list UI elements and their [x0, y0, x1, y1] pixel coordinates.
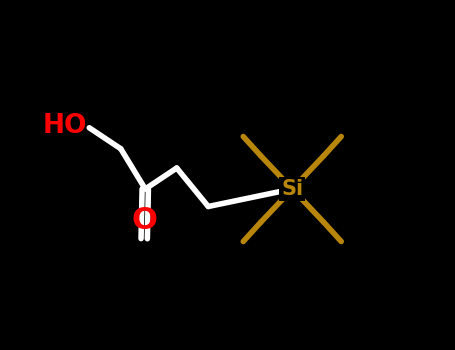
- Text: O: O: [131, 206, 157, 235]
- Text: Si: Si: [281, 179, 303, 199]
- Text: HO: HO: [43, 113, 87, 139]
